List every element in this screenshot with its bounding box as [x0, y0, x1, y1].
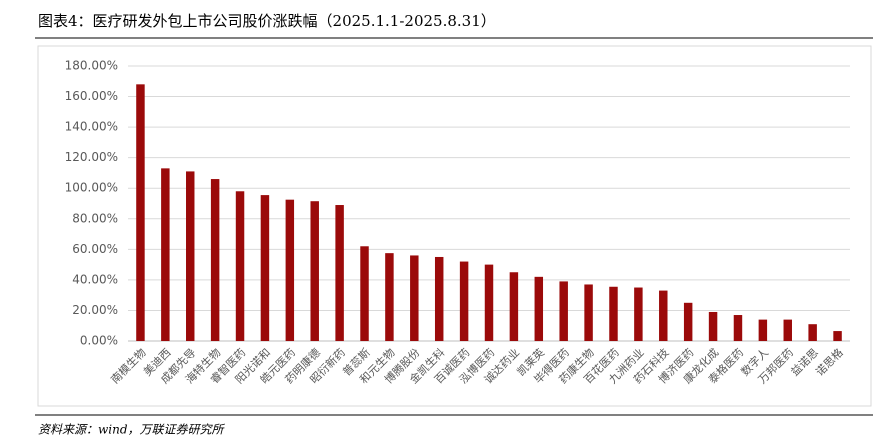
- bar: [559, 281, 568, 341]
- bar: [161, 168, 170, 341]
- bar: [310, 201, 319, 341]
- bar: [484, 264, 494, 341]
- bar: [260, 195, 270, 341]
- source-note: 资料来源：wind，万联证券研究所: [38, 423, 226, 437]
- x-tick-label: 南模生物: [108, 345, 149, 386]
- bar: [833, 331, 842, 341]
- bar: [584, 284, 593, 341]
- bar: [783, 319, 792, 341]
- bar: [360, 246, 369, 341]
- bar: [509, 272, 519, 341]
- bar: [459, 261, 469, 341]
- bar: [410, 255, 419, 341]
- bar: [659, 290, 668, 341]
- bar: [186, 171, 195, 341]
- bar: [534, 276, 544, 341]
- bar: [136, 84, 145, 341]
- chart-frame: [37, 45, 872, 407]
- bar: [434, 256, 444, 341]
- y-tick-label: 160.00%: [65, 89, 118, 103]
- bar: [733, 315, 743, 341]
- bar: [335, 205, 344, 341]
- y-tick-label: 180.00%: [65, 59, 118, 73]
- figure-title: 图表4：医疗研发外包上市公司股价涨跌幅（2025.1.1-2025.8.31）: [38, 12, 496, 30]
- x-tick-label: 诺思格: [813, 345, 846, 378]
- bar: [758, 319, 768, 341]
- y-tick-label: 60.00%: [72, 242, 118, 256]
- y-tick-label: 20.00%: [72, 303, 118, 317]
- bar: [285, 199, 295, 341]
- bar: [808, 324, 817, 341]
- y-tick-label: 0.00%: [80, 334, 118, 348]
- bar: [609, 286, 618, 341]
- bar: [634, 287, 643, 341]
- bar: [708, 311, 718, 341]
- x-tick-label: 益诺思: [788, 345, 821, 378]
- bar: [235, 191, 245, 341]
- y-tick-label: 120.00%: [65, 150, 118, 164]
- bar: [683, 302, 693, 341]
- y-tick-label: 40.00%: [72, 272, 118, 286]
- bar: [210, 179, 220, 341]
- y-tick-label: 100.00%: [65, 181, 118, 195]
- y-tick-label: 140.00%: [65, 120, 118, 134]
- bar: [385, 253, 394, 341]
- y-tick-label: 80.00%: [72, 211, 118, 225]
